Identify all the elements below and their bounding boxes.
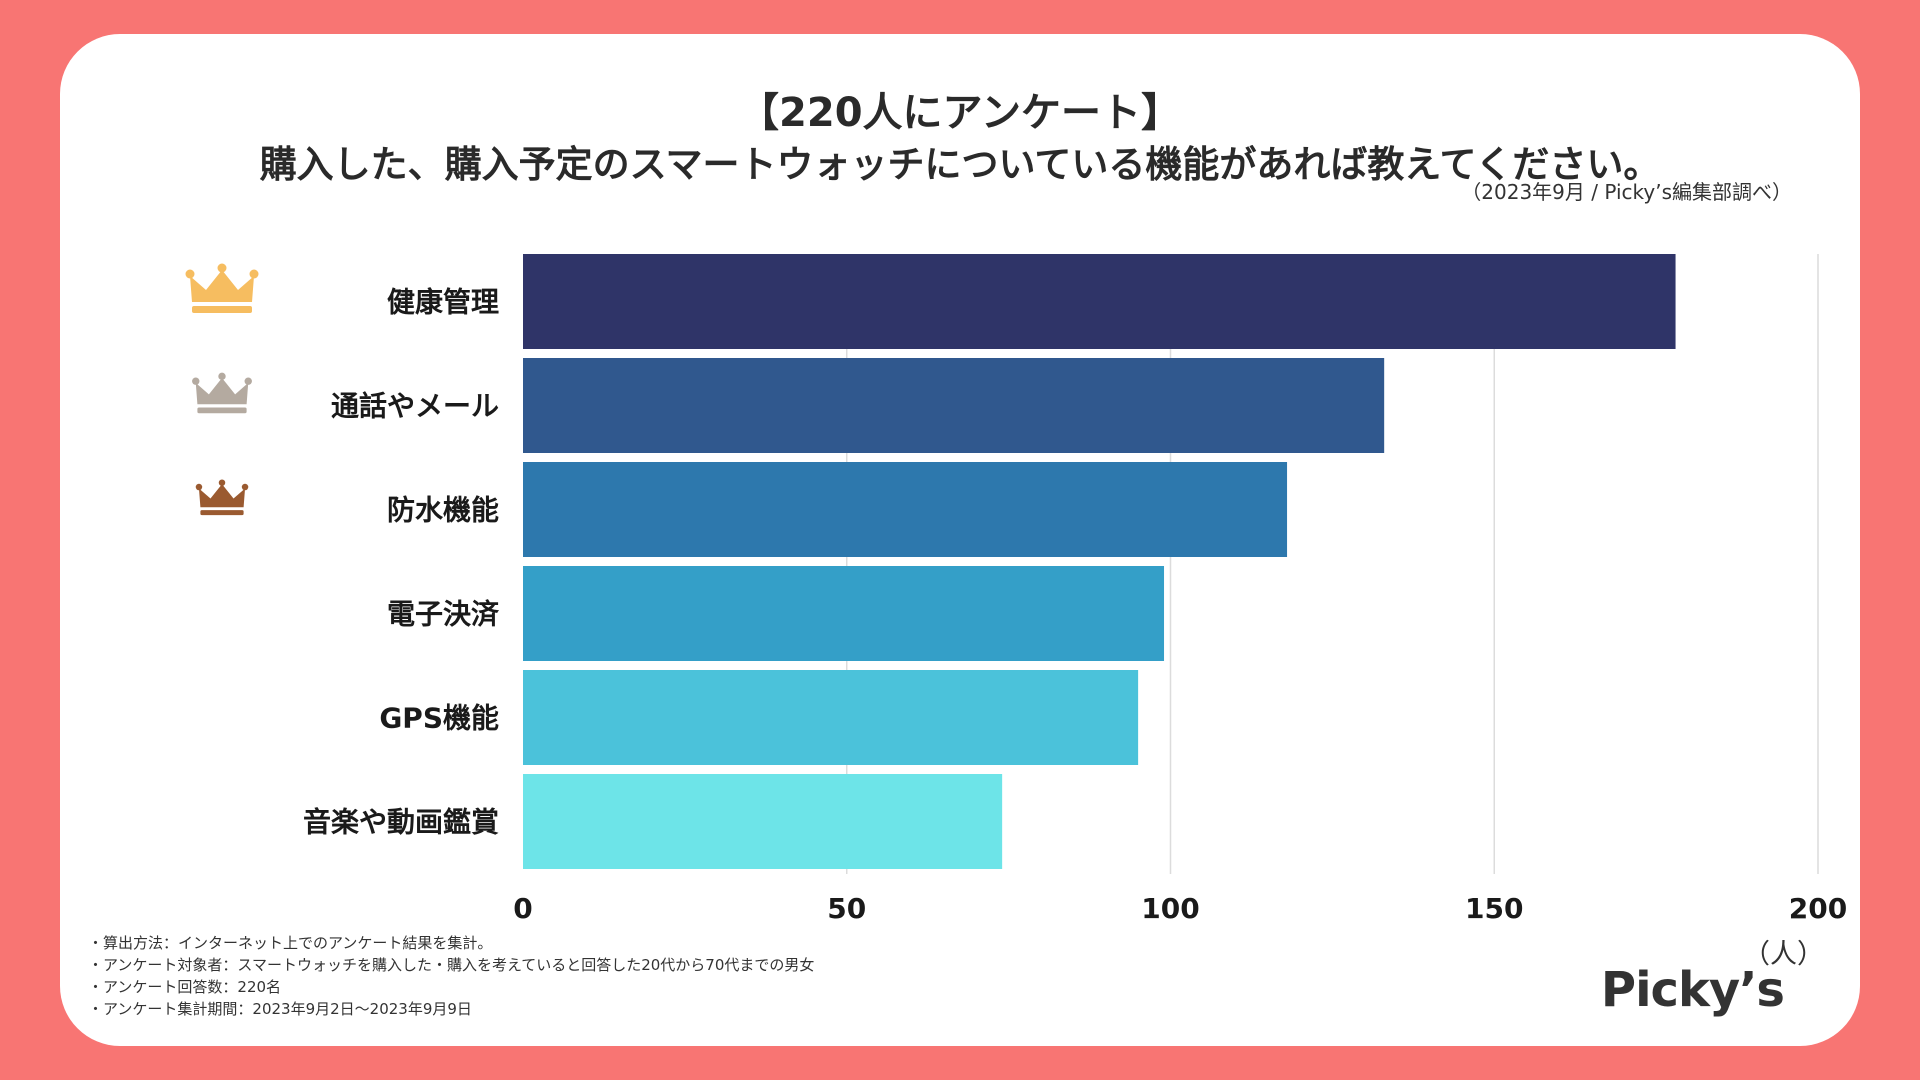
ranking-icons (185, 263, 259, 516)
x-tick-label: 200 (1789, 892, 1847, 925)
note-line: ・アンケート対象者：スマートウォッチを購入した・購入を考えていると回答した20代… (88, 956, 815, 974)
note-line: ・アンケート回答数：220名 (88, 978, 282, 996)
note-line: ・アンケート集計期間：2023年9月2日〜2023年9月9日 (88, 1000, 472, 1018)
category-label: GPS機能 (379, 702, 499, 735)
x-tick-label: 150 (1465, 892, 1523, 925)
category-label: 電子決済 (387, 598, 500, 631)
bars (523, 254, 1676, 869)
gridlines (846, 254, 1819, 874)
category-label: 通話やメール (331, 390, 499, 423)
category-label: 音楽や動画鑑賞 (303, 806, 499, 839)
bar-3 (523, 462, 1288, 557)
chart-card: 【220人にアンケート】 購入した、購入予定のスマートウォッチについている機能が… (60, 34, 1860, 1046)
crown-icon (195, 479, 249, 516)
bar-6 (523, 774, 1003, 869)
chart-title-line1: 【220人にアンケート】 (739, 90, 1181, 136)
category-label: 健康管理 (387, 286, 499, 319)
pickys-logo: Picky’s (1600, 962, 1785, 1018)
x-axis-unit: （人） (1743, 939, 1824, 970)
category-label: 防水機能 (387, 494, 499, 527)
bar-5 (523, 670, 1139, 765)
crown-icon (185, 263, 259, 313)
note-line: ・算出方法：インターネット上でのアンケート結果を集計。 (88, 934, 493, 952)
x-axis-ticks: 0 50 100 150 200 (513, 892, 1847, 925)
x-tick-label: 0 (513, 892, 532, 925)
x-tick-label: 50 (827, 892, 866, 925)
bar-4 (523, 566, 1165, 661)
source-note: （2023年9月 / Picky’s編集部調べ） (1461, 180, 1792, 204)
crown-icon (192, 372, 252, 414)
survey-notes: ・算出方法：インターネット上でのアンケート結果を集計。 ・アンケート対象者：スマ… (88, 932, 814, 1020)
chart-title-line2: 購入した、購入予定のスマートウォッチについている機能があれば教えてください。 (259, 143, 1661, 186)
x-tick-label: 100 (1141, 892, 1199, 925)
bar-1 (523, 254, 1676, 349)
bar-2 (523, 358, 1385, 453)
